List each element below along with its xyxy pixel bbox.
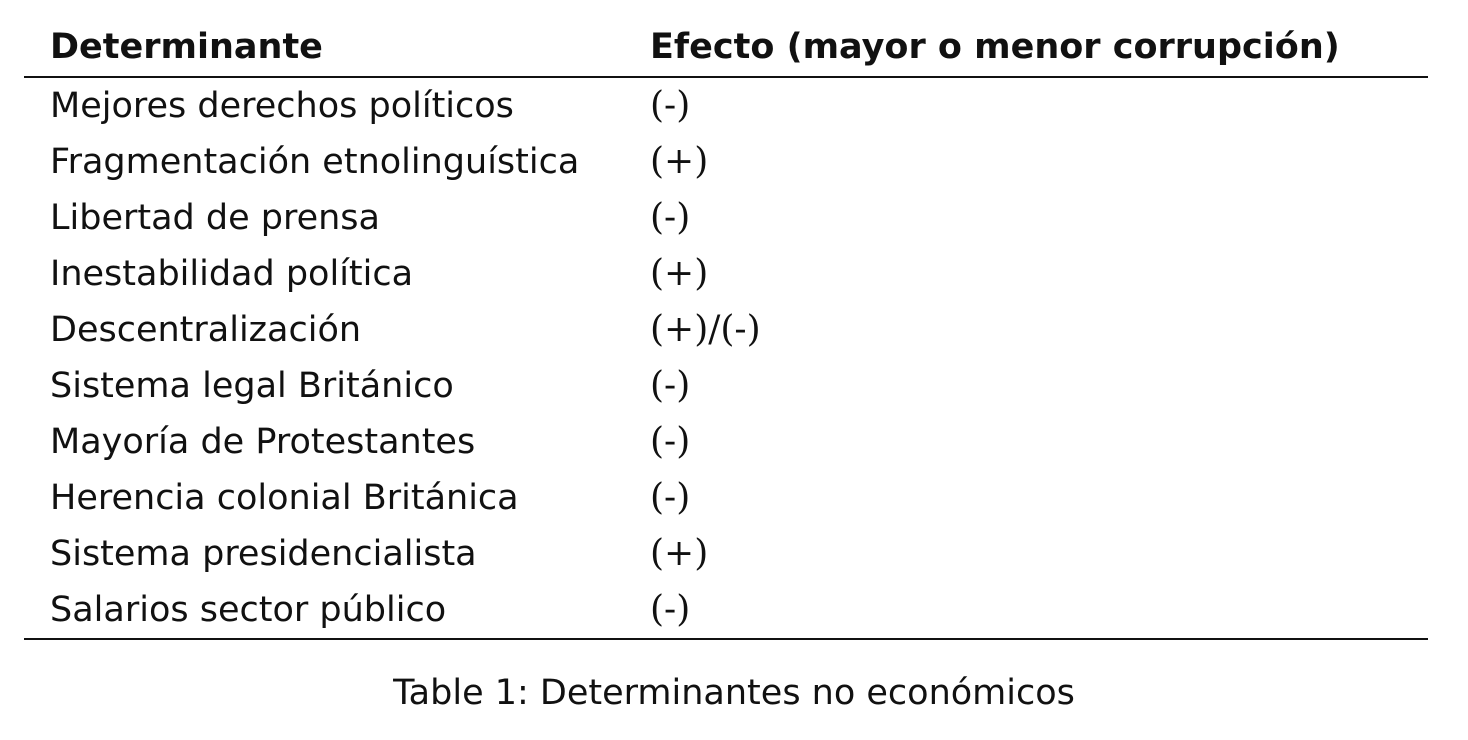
- effect-cell: (-): [650, 197, 691, 238]
- determinant-cell: Salarios sector público: [50, 590, 447, 630]
- determinant-cell: Inestabilidad política: [50, 254, 414, 294]
- effect-cell: (+)/(-): [650, 309, 761, 350]
- determinant-cell: Libertad de prensa: [50, 198, 380, 238]
- table-header: Determinante Efecto (mayor o menor corru…: [24, 20, 1428, 78]
- determinant-cell: Descentralización: [50, 310, 362, 350]
- effect-cell: (-): [650, 421, 691, 462]
- header-determinant: Determinante: [50, 27, 323, 67]
- table-row: Fragmentación etnolinguística (+): [24, 134, 1428, 190]
- effect-cell: (-): [650, 85, 691, 126]
- table-row: Inestabilidad política (+): [24, 246, 1428, 302]
- table-row: Sistema legal Británico (-): [24, 358, 1428, 414]
- table-row: Mejores derechos políticos (-): [24, 78, 1428, 134]
- determinant-cell: Mayoría de Protestantes: [50, 422, 476, 462]
- determinants-table: Determinante Efecto (mayor o menor corru…: [24, 20, 1428, 640]
- determinant-cell: Fragmentación etnolinguística: [50, 142, 580, 182]
- determinant-cell: Sistema legal Británico: [50, 366, 454, 406]
- determinant-cell: Mejores derechos políticos: [50, 86, 514, 126]
- table-row: Herencia colonial Británica (-): [24, 470, 1428, 526]
- effect-cell: (+): [650, 253, 709, 294]
- table-row: Libertad de prensa (-): [24, 190, 1428, 246]
- determinant-cell: Sistema presidencialista: [50, 534, 477, 574]
- effect-cell: (-): [650, 589, 691, 630]
- effect-cell: (+): [650, 533, 709, 574]
- effect-cell: (-): [650, 365, 691, 406]
- table-caption: Table 1: Determinantes no económicos: [393, 673, 1075, 713]
- effect-cell: (-): [650, 477, 691, 518]
- table-bottom-rule: [24, 638, 1428, 640]
- effect-cell: (+): [650, 141, 709, 182]
- header-effect: Efecto (mayor o menor corrupción): [650, 27, 1340, 67]
- table-row: Mayoría de Protestantes (-): [24, 414, 1428, 470]
- table-row: Salarios sector público (-): [24, 582, 1428, 638]
- table-row: Descentralización (+)/(-): [24, 302, 1428, 358]
- table-body: Mejores derechos políticos (-) Fragmentaci…: [24, 78, 1428, 638]
- table-row: Sistema presidencialista (+): [24, 526, 1428, 582]
- determinant-cell: Herencia colonial Británica: [50, 478, 519, 518]
